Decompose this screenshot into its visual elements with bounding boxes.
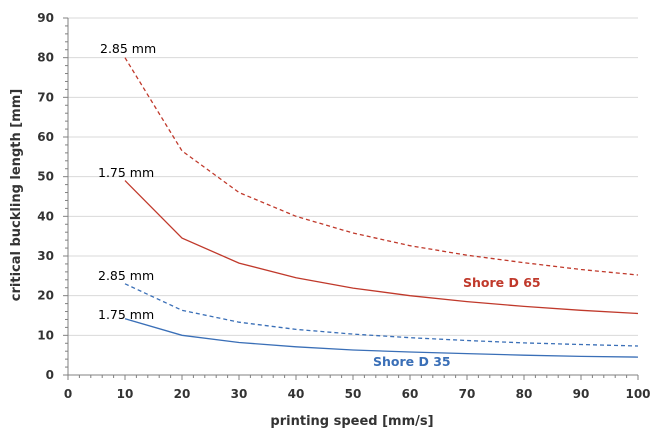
x-tick-label: 90 <box>573 387 590 401</box>
y-tick-label: 0 <box>46 368 54 382</box>
y-tick-label: 30 <box>37 249 54 263</box>
series-line-3 <box>124 283 639 347</box>
x-tick-label: 100 <box>625 387 650 401</box>
x-tick-label: 30 <box>231 387 248 401</box>
x-tick-label: 70 <box>459 387 476 401</box>
series-line-2 <box>124 180 639 315</box>
y-tick-label: 40 <box>37 209 54 223</box>
x-tick-label: 60 <box>402 387 419 401</box>
y-tick-label: 10 <box>37 328 54 342</box>
annotation-lower-1-75mm: 1.75 mm <box>98 307 154 322</box>
annotation-lower-2-85mm: 2.85 mm <box>98 268 154 283</box>
x-tick-label: 10 <box>117 387 134 401</box>
series-line-1 <box>124 57 639 276</box>
y-tick-label: 50 <box>37 170 54 184</box>
y-tick-labels: 0 10 20 30 40 50 60 70 80 90 <box>37 11 54 382</box>
x-axis-title: printing speed [mm/s] <box>270 414 433 429</box>
label-shore-d-35: Shore D 35 <box>373 354 451 369</box>
grid-lines <box>68 17 638 336</box>
x-tick-label: 20 <box>174 387 191 401</box>
x-tick-label: 0 <box>64 387 72 401</box>
series-lines <box>124 57 639 358</box>
annotation-upper-1-75mm: 1.75 mm <box>98 165 154 180</box>
y-tick-label: 20 <box>37 289 54 303</box>
annotation-upper-2-85mm: 2.85 mm <box>100 41 156 56</box>
x-tick-label: 80 <box>516 387 533 401</box>
y-tick-label: 60 <box>37 130 54 144</box>
series-line-4 <box>124 318 639 358</box>
x-tick-label: 40 <box>288 387 305 401</box>
y-tick-label: 90 <box>37 11 54 25</box>
x-tick-label: 50 <box>345 387 362 401</box>
axes <box>63 17 639 380</box>
y-axis-title: critical buckling length [mm] <box>9 89 24 301</box>
y-tick-label: 80 <box>37 51 54 65</box>
x-tick-labels: 0 10 20 30 40 50 60 70 80 90 100 <box>64 387 651 401</box>
label-shore-d-65: Shore D 65 <box>463 275 541 290</box>
y-tick-label: 70 <box>37 90 54 104</box>
